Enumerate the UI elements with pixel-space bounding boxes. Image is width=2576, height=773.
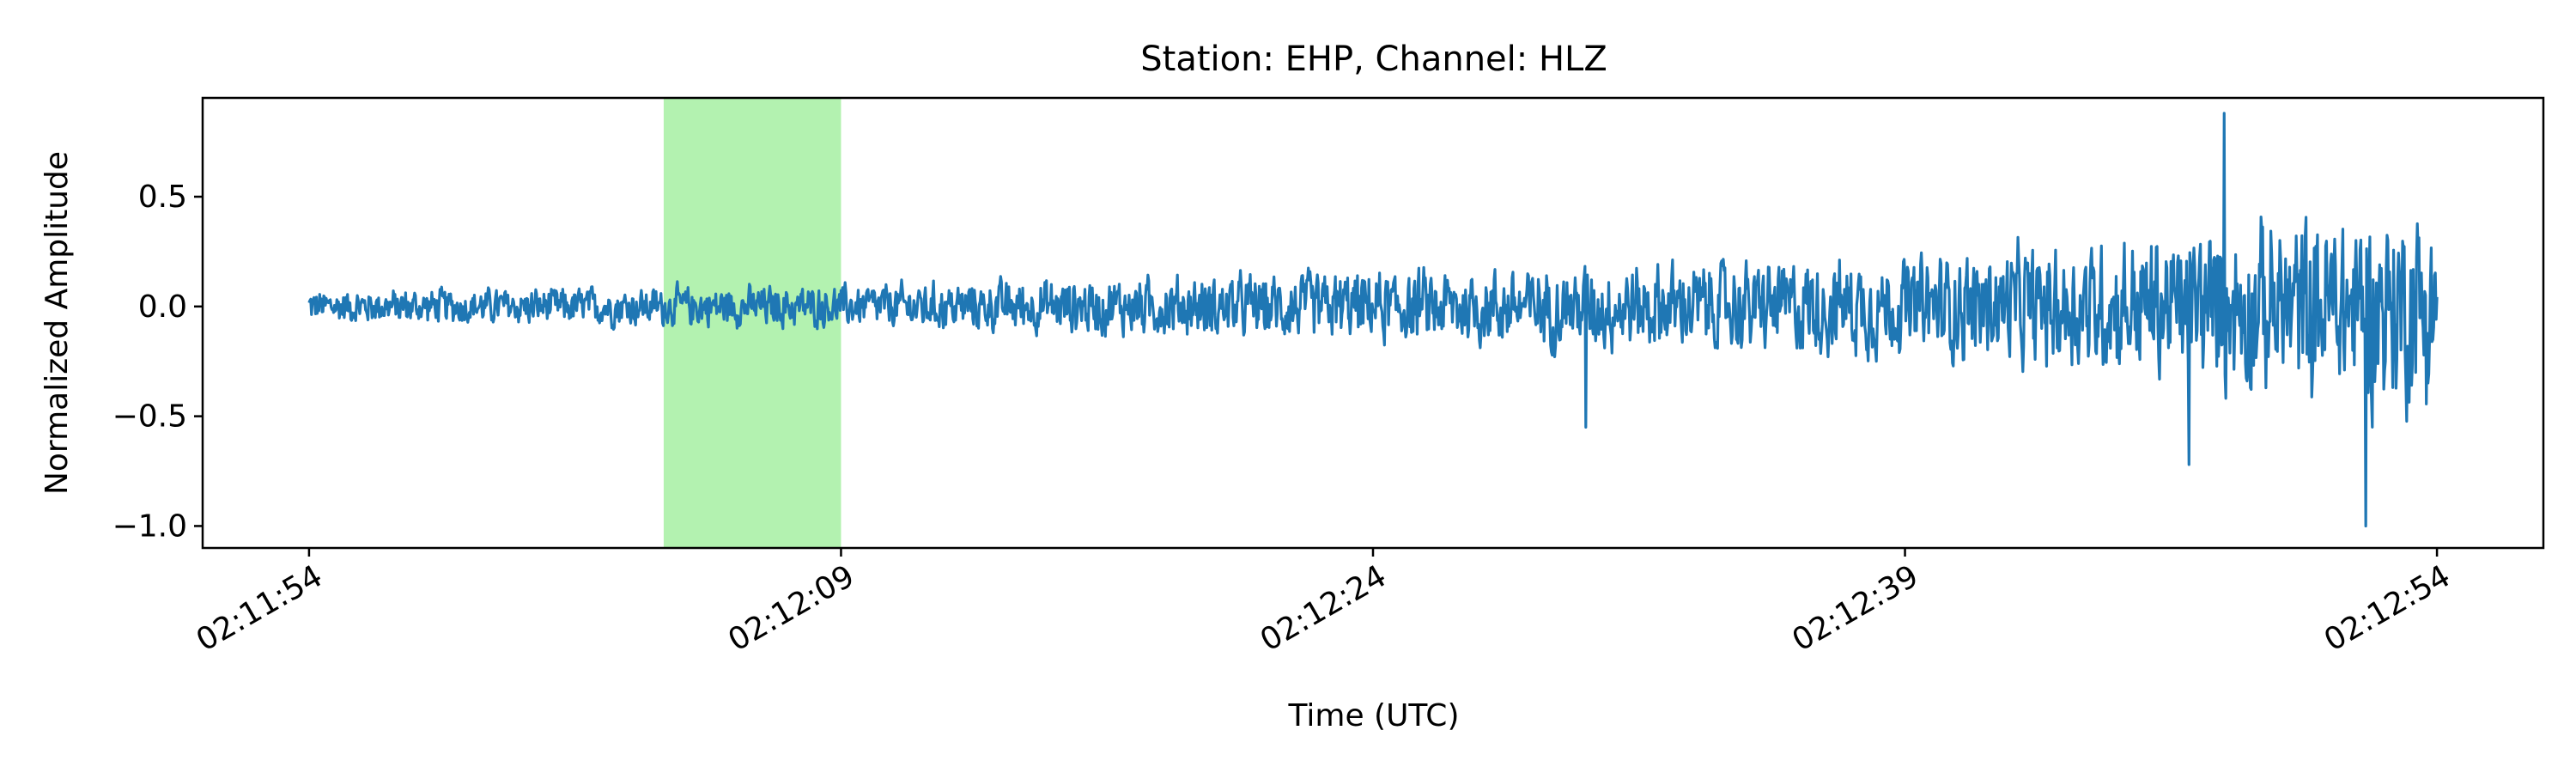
y-tick-label: 0.0 [138,289,187,325]
x-tick-label: 02:12:09 [722,558,860,658]
chart-title: Station: EHP, Channel: HLZ [1140,40,1607,79]
y-axis-label: Normalized Amplitude [39,151,75,495]
y-tick-label: −0.5 [112,399,187,435]
highlight-layer [663,98,841,548]
x-tick-label: 02:12:24 [1255,558,1393,658]
x-tick-label: 02:11:54 [191,558,329,658]
y-tick-label: 0.5 [138,180,187,215]
waveform-line [307,112,2439,528]
x-tick-label: 02:12:39 [1787,558,1925,658]
x-axis-label: Time (UTC) [1287,698,1459,733]
series-layer [307,112,2439,528]
highlight-span [663,98,841,548]
y-tick-label: −1.0 [112,508,187,544]
x-tick-label: 02:12:54 [2318,558,2457,658]
y-axis: 0.5 0.0 −0.5 −1.0 [112,180,203,544]
x-axis: 02:11:54 02:12:09 02:12:24 02:12:39 02:12:54 [191,548,2457,659]
